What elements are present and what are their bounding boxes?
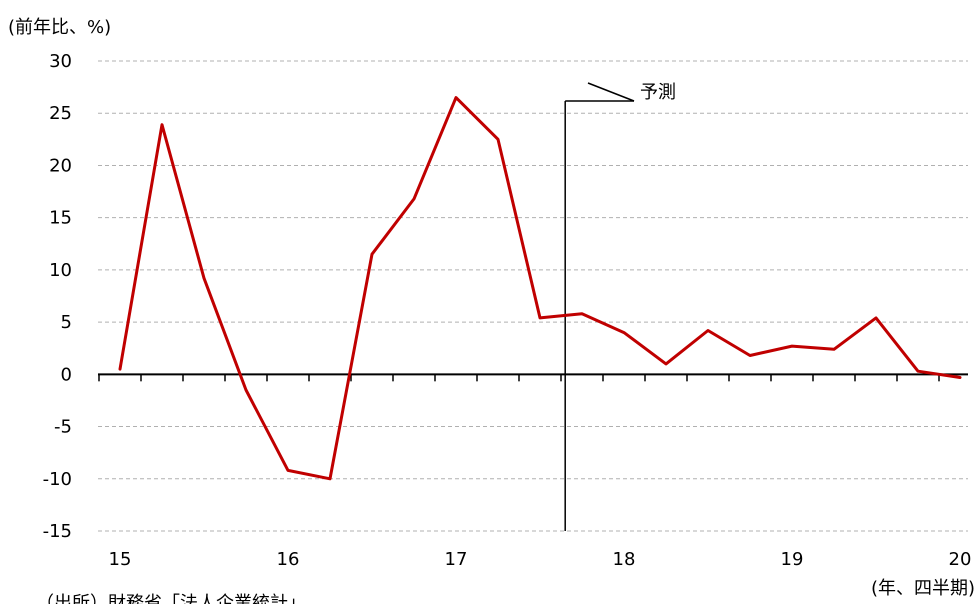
y-tick-label: 5 bbox=[61, 312, 72, 333]
x-tick-label: 15 bbox=[109, 549, 132, 570]
y-tick-label: -15 bbox=[43, 521, 72, 542]
y-tick-label: 0 bbox=[61, 364, 72, 385]
y-tick-label: 25 bbox=[49, 103, 72, 124]
source-note: （出所）財務省「法人企業統計」 bbox=[36, 593, 306, 604]
y-tick-label: 15 bbox=[49, 208, 72, 229]
y-tick-label: 30 bbox=[49, 51, 72, 72]
y-axis-label: (前年比、%) bbox=[8, 17, 111, 38]
x-tick-label: 17 bbox=[445, 549, 468, 570]
forecast-label: 予測 bbox=[640, 82, 676, 103]
x-axis-label: (年、四半期) bbox=[871, 578, 975, 599]
x-tick-label: 19 bbox=[781, 549, 804, 570]
x-tick-label: 18 bbox=[613, 549, 636, 570]
y-tick-label: -5 bbox=[54, 417, 72, 438]
y-tick-label: 20 bbox=[49, 155, 72, 176]
y-tick-label: -10 bbox=[43, 469, 72, 490]
y-tick-label: 10 bbox=[49, 260, 72, 281]
x-tick-label: 20 bbox=[949, 549, 972, 570]
x-tick-label: 16 bbox=[277, 549, 300, 570]
forecast-callout-line bbox=[587, 82, 635, 102]
series-line bbox=[118, 96, 962, 481]
